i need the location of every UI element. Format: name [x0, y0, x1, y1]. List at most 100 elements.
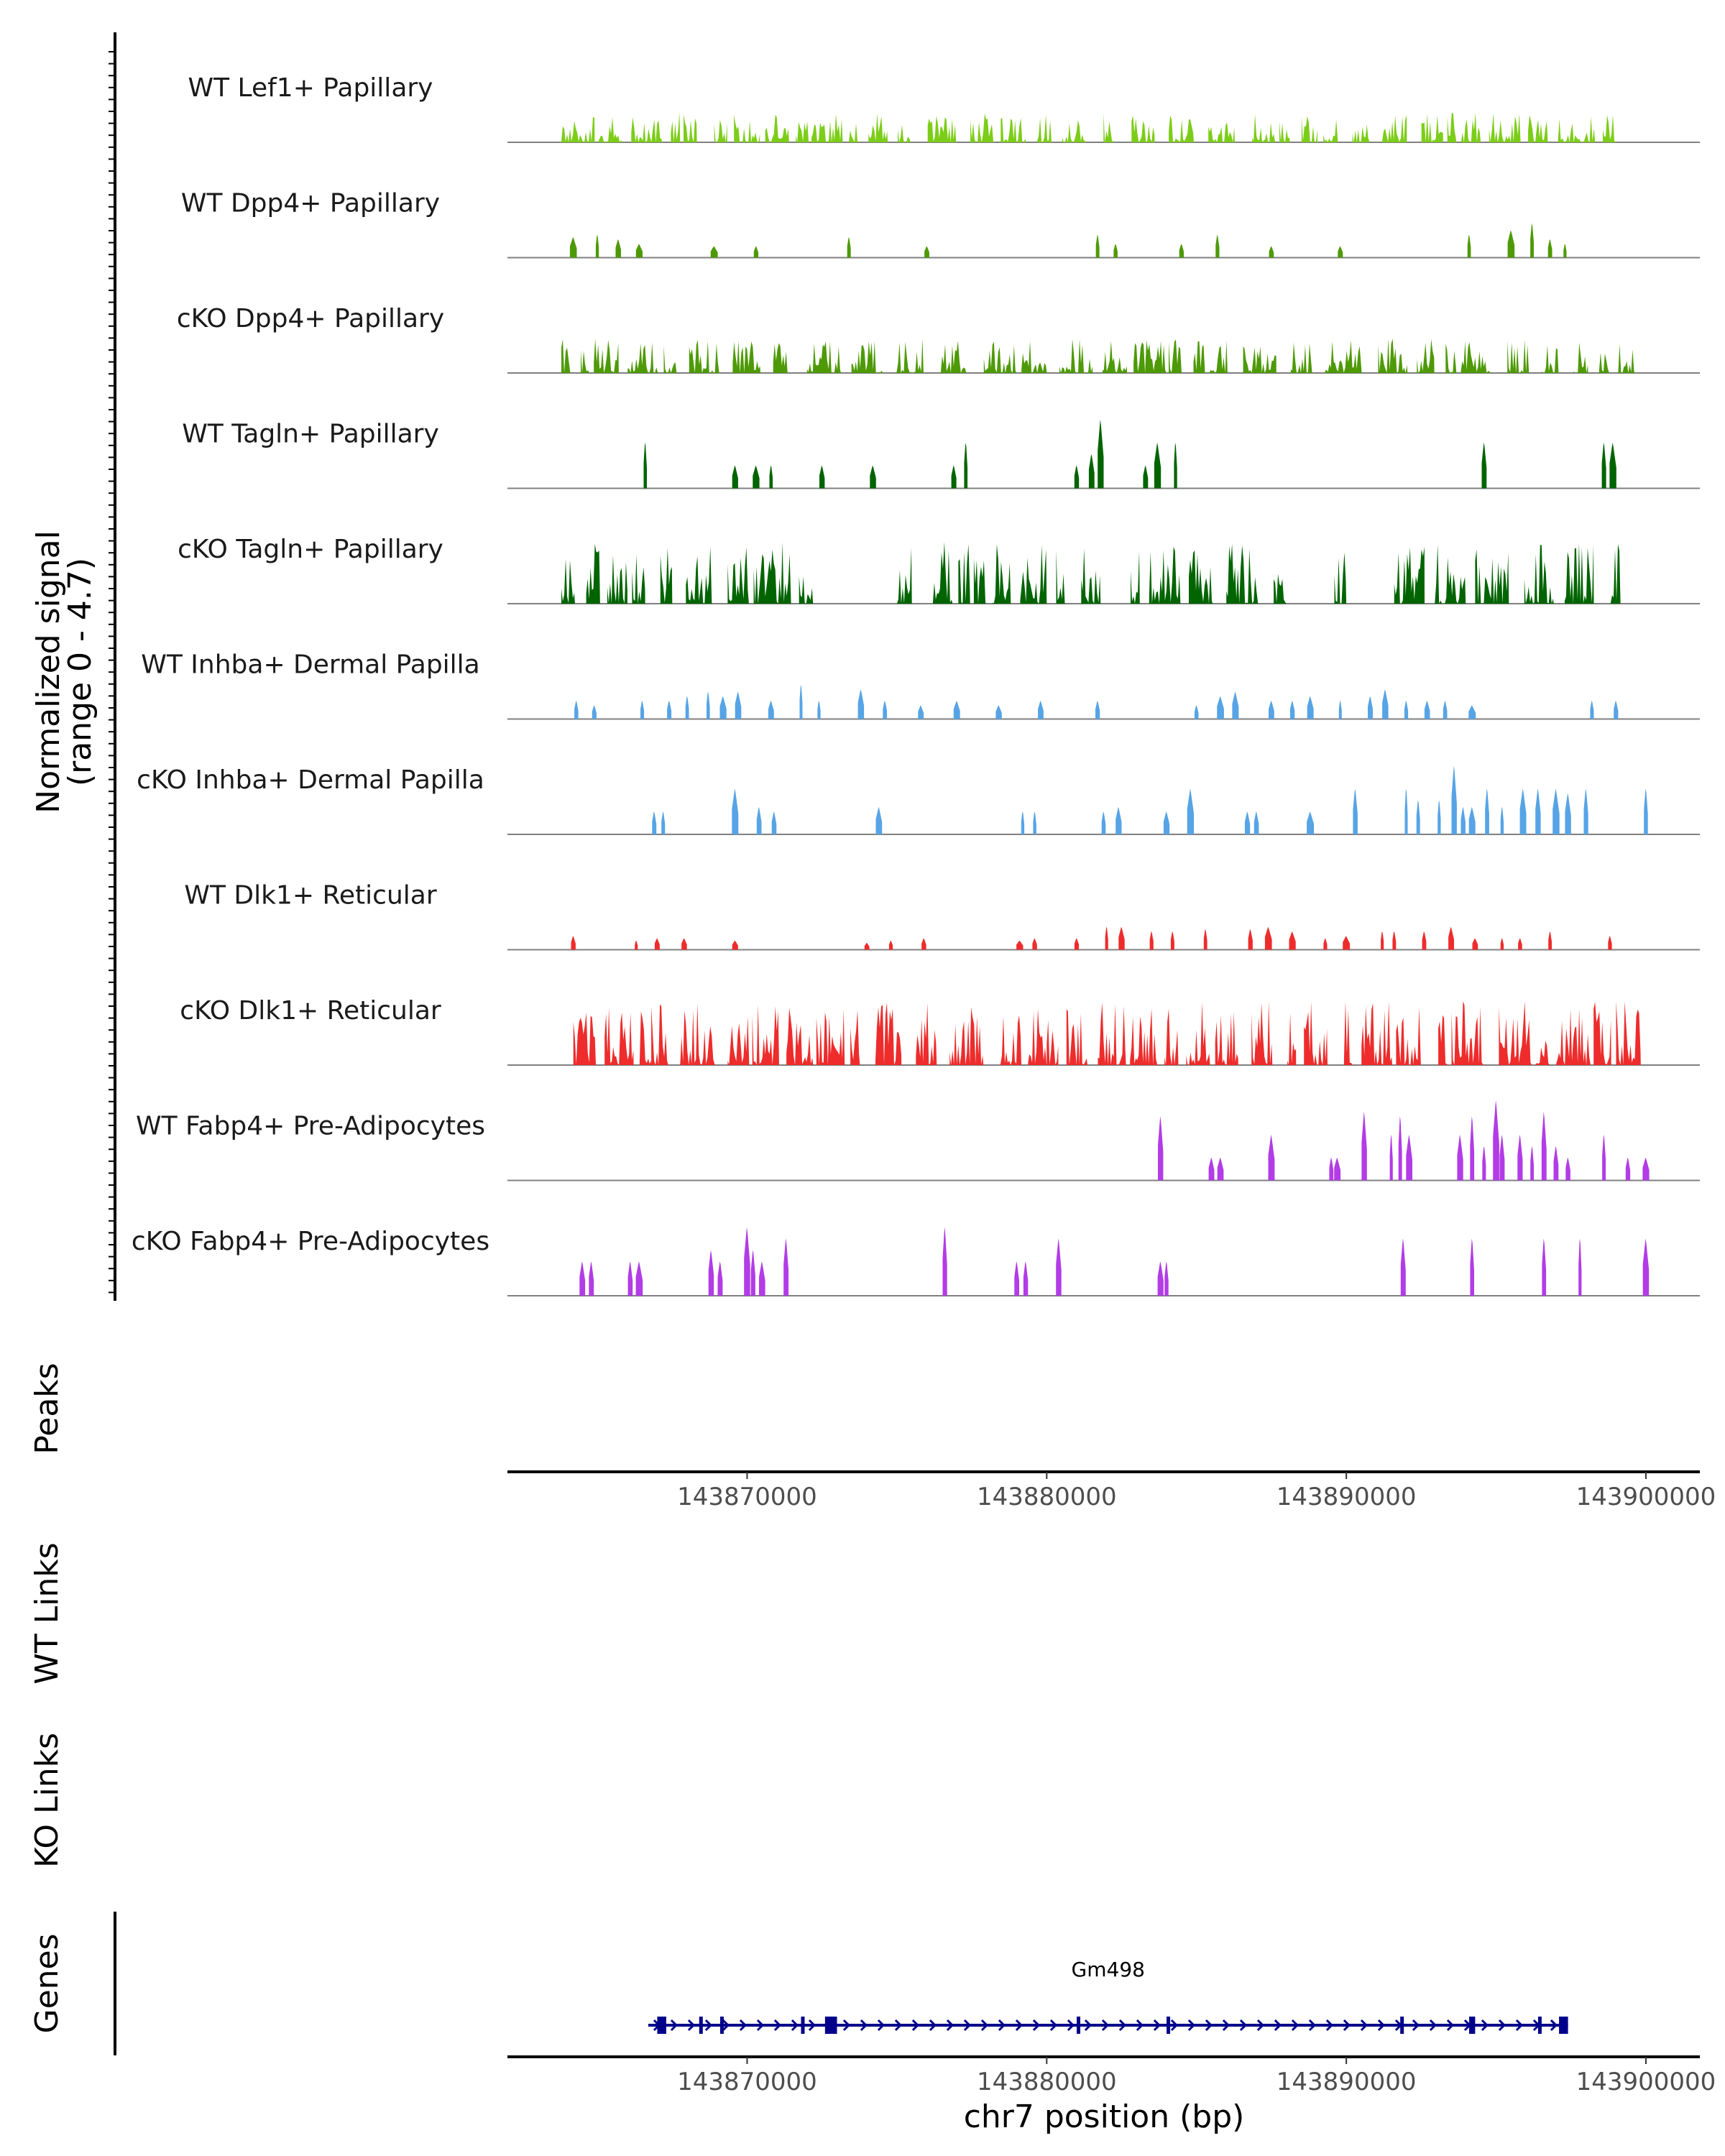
strand-chevron — [998, 2019, 1006, 2032]
gene-exon — [719, 2017, 724, 2034]
x-tick-label: 143880000 — [977, 2068, 1117, 2096]
gene-exon — [801, 2017, 805, 2034]
strand-chevron — [980, 2019, 989, 2032]
strand-chevron — [773, 2019, 782, 2032]
strand-chevron — [911, 2019, 920, 2032]
strand-chevron — [1308, 2019, 1317, 2032]
track-8: cKO Dlk1+ Reticular — [180, 996, 1700, 1066]
coverage-tracks: WT Lef1+ Papillary WT Dpp4+ Papillary cKO … — [132, 73, 1700, 1296]
x-axis-title: chr7 position (bp) — [964, 2099, 1245, 2135]
strand-chevron — [1291, 2019, 1300, 2032]
strand-chevron — [1015, 2019, 1024, 2032]
strand-chevron — [1256, 2019, 1265, 2032]
track-4: cKO Tagln+ Papillary — [178, 535, 1700, 604]
strand-chevron — [1481, 2019, 1489, 2032]
gene-exon — [824, 2017, 837, 2034]
gene-exon — [1076, 2017, 1080, 2034]
strand-chevron — [877, 2019, 886, 2032]
track-signal — [574, 684, 1619, 719]
track-signal — [561, 112, 1616, 142]
track-signal — [561, 542, 1621, 604]
track-signal — [569, 223, 1567, 258]
gene-exon — [1167, 2017, 1171, 2034]
track-0: WT Lef1+ Papillary — [188, 73, 1700, 143]
track-label: WT Fabp4+ Pre-Adipocytes — [136, 1112, 485, 1141]
strand-chevron — [808, 2019, 816, 2032]
wt-links-panel-label: WT Links — [29, 1542, 65, 1684]
strand-chevron — [1187, 2019, 1196, 2032]
strand-chevron — [1136, 2019, 1144, 2032]
track-label: WT Dpp4+ Papillary — [181, 189, 440, 218]
track-2: cKO Dpp4+ Papillary — [177, 304, 1700, 374]
signal-axis-ticks — [109, 51, 115, 1294]
track-signal — [573, 1000, 1641, 1065]
x-tick-label: 143870000 — [677, 2068, 817, 2096]
x-axis-bottom: 143870000 143880000 143890000 143900000 — [507, 2055, 1716, 2096]
gene-exon — [1559, 2017, 1568, 2034]
strand-chevron — [1550, 2019, 1558, 2032]
genes-panel-label: Genes — [29, 1933, 65, 2033]
x-tick-label: 143890000 — [1276, 2068, 1417, 2096]
strand-chevron — [1101, 2019, 1110, 2032]
strand-chevron — [1325, 2019, 1334, 2032]
signal-axis-title: Normalized signal (range 0 - 4.7) — [30, 530, 98, 814]
track-label: cKO Dpp4+ Papillary — [177, 304, 444, 333]
strand-chevron — [791, 2019, 799, 2032]
gene-name-label: Gm498 — [1072, 1958, 1145, 1981]
track-signal — [652, 765, 1648, 834]
strand-chevron — [1032, 2019, 1041, 2032]
gene-exon — [1537, 2017, 1542, 2034]
gene-exon — [657, 2017, 666, 2034]
track-signal — [1158, 1100, 1650, 1181]
peaks-panel-label: Peaks — [29, 1363, 65, 1454]
strand-chevron — [756, 2019, 765, 2032]
ko-links-panel-label: KO Links — [29, 1733, 65, 1868]
strand-chevron — [1515, 2019, 1524, 2032]
x-tick-label: 143900000 — [1576, 1483, 1716, 1511]
strand-chevron — [739, 2019, 748, 2032]
track-signal — [643, 419, 1616, 489]
strand-chevron — [1412, 2019, 1420, 2032]
signal-axis-title-line2: (range 0 - 4.7) — [62, 558, 98, 786]
strand-chevron — [1049, 2019, 1058, 2032]
track-label: WT Dlk1+ Reticular — [184, 881, 436, 911]
strand-chevron — [963, 2019, 972, 2032]
track-10: cKO Fabp4+ Pre-Adipocytes — [132, 1227, 1700, 1296]
strand-chevron — [1274, 2019, 1282, 2032]
strand-chevron — [946, 2019, 954, 2032]
strand-chevron — [1084, 2019, 1092, 2032]
track-9: WT Fabp4+ Pre-Adipocytes — [136, 1100, 1700, 1181]
strand-chevron — [1153, 2019, 1162, 2032]
track-7: WT Dlk1+ Reticular — [184, 881, 1700, 951]
track-label: cKO Dlk1+ Reticular — [180, 996, 441, 1026]
track-label: cKO Tagln+ Papillary — [178, 535, 443, 564]
x-tick-label: 143890000 — [1276, 1483, 1417, 1511]
strand-chevron — [1239, 2019, 1248, 2032]
track-signal — [561, 338, 1635, 373]
gene-track — [648, 2017, 1568, 2034]
track-1: WT Dpp4+ Papillary — [181, 189, 1700, 259]
strand-chevron — [1446, 2019, 1455, 2032]
track-label: WT Inhba+ Dermal Papilla — [141, 650, 479, 680]
track-6: cKO Inhba+ Dermal Papilla — [137, 765, 1700, 835]
track-signal — [571, 926, 1612, 950]
strand-chevron — [1067, 2019, 1075, 2032]
strand-chevron — [704, 2019, 713, 2032]
strand-chevron — [1222, 2019, 1230, 2032]
track-label: WT Lef1+ Papillary — [188, 73, 433, 103]
x-tick-label: 143870000 — [677, 1483, 817, 1511]
strand-chevron — [687, 2019, 696, 2032]
x-tick-label: 143880000 — [977, 1483, 1117, 1511]
strand-chevron — [1498, 2019, 1506, 2032]
strand-chevron — [929, 2019, 937, 2032]
gene-exon — [699, 2017, 703, 2034]
track-label: cKO Fabp4+ Pre-Adipocytes — [132, 1227, 489, 1256]
strand-chevron — [842, 2019, 851, 2032]
x-axis-top: 143870000 143880000 143890000 143900000 — [507, 1470, 1716, 1511]
gene-exon — [1400, 2017, 1404, 2034]
gene-exon — [1469, 2017, 1476, 2034]
track-label: cKO Inhba+ Dermal Papilla — [137, 765, 484, 795]
strand-chevron — [1118, 2019, 1127, 2032]
track-5: WT Inhba+ Dermal Papilla — [141, 650, 1700, 720]
